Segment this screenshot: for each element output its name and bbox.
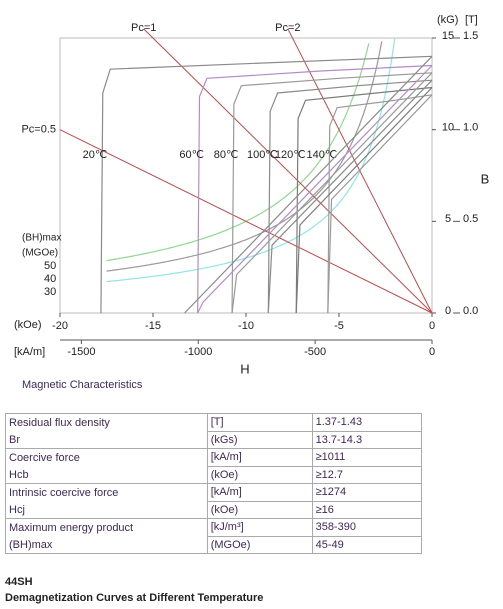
x-tick-label: -15: [145, 320, 161, 332]
table-row: (BH)max (MGOe) 45-49: [5, 535, 423, 554]
load-label: Pc=1: [131, 22, 156, 34]
table-cell: 13.7-14.3: [311, 430, 423, 449]
curve: [231, 72, 433, 314]
table-row: Coercive force [kA/m] ≥1011: [5, 448, 423, 466]
bh-value: 40: [44, 273, 56, 285]
curve: [231, 72, 433, 314]
properties-table: Residual flux density [T] 1.37-1.43 Br (kGs)…: [5, 413, 423, 554]
bh-curve: [106, 37, 396, 283]
temp-label: 100℃: [247, 149, 278, 161]
table-cell: (MGOe): [206, 535, 313, 554]
table-cell: ≥12.7: [311, 465, 423, 484]
load-label: Pc=2: [275, 22, 300, 34]
y-tick-label: 5: [445, 213, 451, 225]
x2-unit: [kA/m]: [14, 346, 45, 358]
table-cell: Intrinsic coercive force: [5, 483, 208, 501]
grade: 44SH: [5, 576, 33, 588]
table-row: Maximum energy product [kJ/m³] 358-390: [5, 518, 423, 536]
curve: [184, 55, 433, 314]
load-line: [59, 129, 433, 314]
table-row: Residual flux density [T] 1.37-1.43: [5, 413, 423, 431]
x2-tick-label: -1000: [184, 346, 212, 358]
bh-curve: [106, 41, 383, 272]
curve: [197, 64, 433, 314]
y2-tick-label: 1.5: [463, 30, 478, 42]
temp-label: 140℃: [306, 149, 337, 161]
table-cell: ≥1274: [311, 483, 423, 501]
table-cell: [kA/m]: [206, 483, 313, 501]
x-axis-title: H: [240, 361, 249, 375]
table-cell: (kOe): [206, 465, 313, 484]
table-row: Intrinsic coercive force [kA/m] ≥1274: [5, 483, 423, 501]
table-cell: Br: [5, 431, 208, 449]
table-row: Br (kGs) 13.7-14.3: [5, 430, 423, 449]
y-axis-title: B: [481, 171, 490, 186]
table-cell: Hcj: [5, 501, 208, 519]
table-row: Hcj (kOe) ≥16: [5, 500, 423, 519]
y2-unit: [T]: [465, 14, 478, 26]
bh-value: 50: [44, 260, 56, 272]
bh-label: (BH)max: [22, 233, 61, 244]
y2-tick-label: 0.5: [463, 213, 478, 225]
temp-label: 60℃: [179, 149, 204, 161]
curve: [267, 79, 433, 314]
chart: H B (kOe) [kA/m] (kG) [T] (BH)max (MGOe)…: [14, 14, 490, 375]
curve: [295, 86, 433, 314]
bh-unit: (MGOe): [22, 248, 58, 259]
y2-tick-label: 1.0: [463, 122, 478, 134]
x-tick-label: -5: [334, 320, 344, 332]
table-cell: Coercive force: [5, 448, 208, 466]
caption: Magnetic Characteristics: [22, 379, 143, 391]
plot-frame: [59, 37, 433, 314]
x-tick-label: -20: [52, 320, 68, 332]
y-tick-label: 0: [445, 305, 451, 317]
bh-value: 30: [44, 286, 56, 298]
table-row: Hcb (kOe) ≥12.7: [5, 465, 423, 484]
table-cell: (kGs): [206, 430, 313, 449]
load-label: Pc=0.5: [21, 124, 56, 136]
x2-tick-label: 0: [429, 346, 435, 358]
x2-tick-label: -1500: [67, 346, 95, 358]
table-cell: ≥1011: [311, 448, 423, 466]
load-line: [143, 28, 433, 314]
y2-tick-label: 0.0: [463, 305, 478, 317]
curve: [100, 55, 433, 314]
temp-label: 80℃: [214, 149, 239, 161]
table-cell: (BH)max: [5, 536, 208, 554]
curve: [295, 87, 433, 314]
curve: [327, 94, 433, 314]
load-line: [287, 28, 433, 314]
bh-curve: [106, 43, 370, 262]
y-unit: (kG): [437, 14, 458, 26]
table-cell: Residual flux density: [5, 413, 208, 431]
table-cell: ≥16: [311, 500, 423, 519]
table-cell: (kOe): [206, 500, 313, 519]
table-cell: 358-390: [311, 518, 423, 536]
curve: [327, 94, 433, 314]
table-cell: 45-49: [311, 535, 423, 554]
temp-label: 120℃: [275, 149, 306, 161]
temp-label: 20℃: [83, 149, 108, 161]
curve: [197, 65, 433, 314]
table-cell: [kA/m]: [206, 448, 313, 466]
y-tick-label: 15: [442, 30, 454, 42]
y-tick-label: 10: [442, 122, 454, 134]
x2-tick-label: -500: [304, 346, 326, 358]
x-unit: (kOe): [14, 319, 42, 331]
table-cell: [kJ/m³]: [206, 518, 313, 536]
table-cell: Maximum energy product: [5, 518, 208, 536]
table-cell: 1.37-1.43: [311, 413, 423, 431]
curve: [267, 79, 433, 314]
x-tick-label: -10: [238, 320, 254, 332]
table-cell: Hcb: [5, 466, 208, 484]
table-cell: [T]: [206, 413, 313, 431]
footer-title: Demagnetization Curves at Different Temp…: [5, 592, 264, 604]
x-tick-label: 0: [429, 320, 435, 332]
